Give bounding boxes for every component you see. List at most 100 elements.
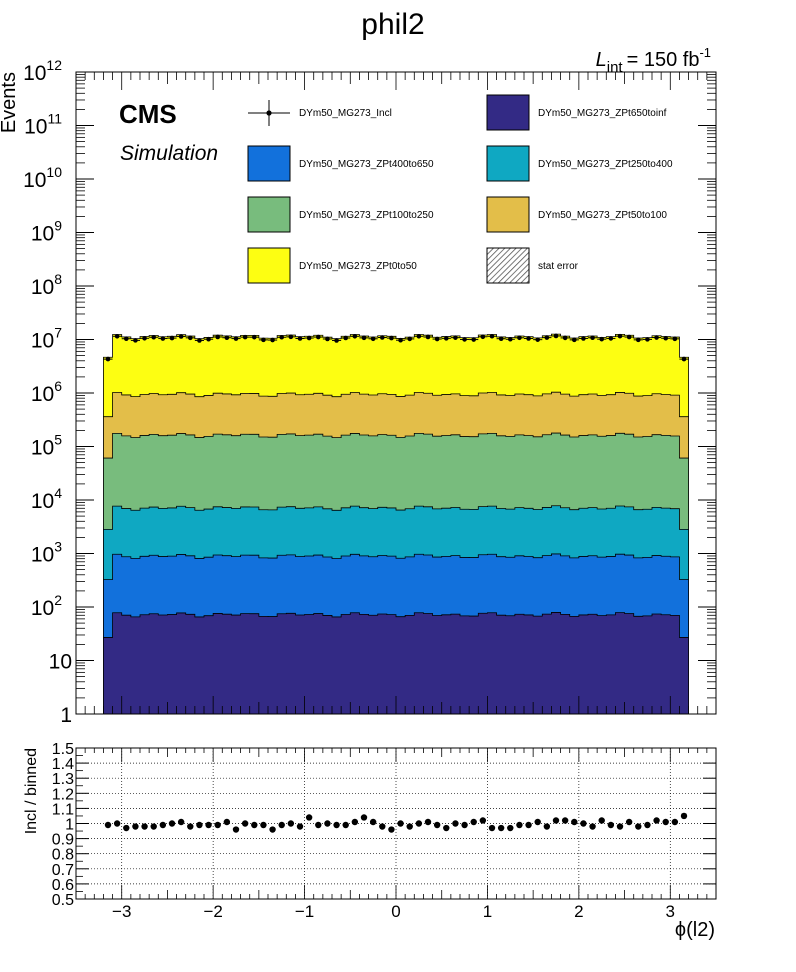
ratio-point xyxy=(360,814,368,821)
ratio-y-tick-label: 1.3 xyxy=(52,771,74,788)
data-point xyxy=(396,337,406,343)
data-point xyxy=(194,338,204,343)
ratio-point xyxy=(452,820,459,827)
ratio-point xyxy=(168,820,176,827)
ratio-y-tick-label: 0.5 xyxy=(52,892,74,909)
ratio-point xyxy=(516,821,523,829)
x-tick-label: 1 xyxy=(483,902,492,921)
y-tick-label: 103 xyxy=(31,539,62,567)
ratio-point xyxy=(159,821,167,829)
legend-color-box xyxy=(486,94,530,131)
ratio-point xyxy=(397,820,404,827)
data-point xyxy=(258,337,268,343)
data-point xyxy=(606,336,616,341)
ratio-point xyxy=(296,823,304,830)
hist-ZPt650toinf xyxy=(103,612,689,715)
data-point xyxy=(588,335,598,341)
y-tick-label: 105 xyxy=(31,432,62,460)
data-point xyxy=(560,335,570,341)
ratio-point xyxy=(113,820,121,827)
data-point xyxy=(652,335,662,340)
data-point xyxy=(249,334,259,340)
data-point xyxy=(423,334,433,340)
ratio-point xyxy=(150,823,157,830)
ratio-point xyxy=(433,821,441,829)
data-point xyxy=(386,335,396,341)
data-point xyxy=(368,336,378,342)
ratio-point xyxy=(625,818,633,826)
ratio-point xyxy=(461,821,468,829)
legend-item: DYm50_MG273_ZPt50to100 xyxy=(486,196,667,233)
ratio-point xyxy=(680,812,688,820)
ratio-point xyxy=(287,820,295,827)
y-tick-label: 104 xyxy=(31,485,62,513)
legend-label: DYm50_MG273_ZPt400to650 xyxy=(299,159,434,170)
data-point xyxy=(103,356,113,362)
ratio-y-tick-label: 0.7 xyxy=(52,862,74,879)
ratio-point xyxy=(406,823,413,830)
data-point xyxy=(268,337,278,343)
data-point xyxy=(524,336,534,341)
ratio-point xyxy=(241,820,249,827)
legend-item: DYm50_MG273_ZPt400to650 xyxy=(247,145,434,182)
x-tick-label: 0 xyxy=(391,902,400,921)
data-point xyxy=(615,333,625,339)
ratio-y-tick-label: 1 xyxy=(65,817,74,834)
y-tick-label: 107 xyxy=(31,325,62,353)
ratio-y-tick-label: 1.5 xyxy=(52,741,74,758)
lumi-value: = 150 fb xyxy=(627,49,700,71)
ratio-point xyxy=(561,817,569,824)
legend-label: DYm50_MG273_ZPt50to100 xyxy=(538,210,667,221)
legend-label: DYm50_MG273_ZPt250to400 xyxy=(538,159,673,170)
ratio-point xyxy=(104,821,112,829)
ratio-point xyxy=(662,818,669,826)
data-point xyxy=(240,334,250,340)
legend-label: stat error xyxy=(538,261,579,272)
y-tick-label: 1010 xyxy=(23,164,62,192)
data-point xyxy=(149,334,159,340)
data-point xyxy=(350,333,360,339)
data-point xyxy=(551,333,561,339)
ratio-point xyxy=(671,818,679,826)
ratio-point xyxy=(141,823,148,830)
ratio-point xyxy=(479,817,487,824)
legend-item: DYm50_MG273_Incl xyxy=(248,100,392,126)
data-point xyxy=(633,337,643,343)
data-point xyxy=(322,336,332,342)
ratio-y-tick-label: 1.2 xyxy=(52,786,74,803)
ratio-point xyxy=(269,826,276,833)
ratio-point xyxy=(552,817,560,824)
ratio-y-tick-label: 1.4 xyxy=(52,756,74,773)
data-point xyxy=(295,336,305,341)
ratio-point xyxy=(132,823,139,830)
x-tick-label: 3 xyxy=(666,902,675,921)
y-tick-label: 1011 xyxy=(24,111,62,139)
legend-marker-dot xyxy=(266,110,272,116)
ratio-point xyxy=(342,821,349,829)
ratio-x-axis: −3 −2 −1 0 1 2 3 xyxy=(75,748,717,921)
ratio-point xyxy=(470,818,477,826)
ratio-point xyxy=(232,826,240,833)
data-point xyxy=(167,335,177,341)
data-point xyxy=(130,338,140,343)
legend-hatch-box xyxy=(486,247,530,284)
x-tick-label: −3 xyxy=(112,902,131,921)
ratio-point xyxy=(443,824,450,832)
data-points-incl xyxy=(103,333,689,362)
data-point xyxy=(414,333,424,339)
data-point xyxy=(679,356,689,362)
data-point xyxy=(405,336,415,342)
y-tick-label: 1 xyxy=(60,704,72,727)
data-point xyxy=(313,334,323,340)
ratio-point xyxy=(580,820,587,827)
legend: DYm50_MG273_Incl DYm50_MG273_ZPt650toinf D… xyxy=(247,94,673,284)
legend-label: DYm50_MG273_Incl xyxy=(299,108,392,119)
data-point xyxy=(222,335,232,341)
ratio-point xyxy=(424,818,432,826)
cms-sublabel: Simulation xyxy=(120,142,218,165)
ratio-point xyxy=(223,818,231,826)
legend-item: DYm50_MG273_ZPt650toinf xyxy=(486,94,667,131)
legend-label: DYm50_MG273_ZPt650toinf xyxy=(538,108,667,119)
data-point xyxy=(642,337,652,342)
legend-color-box xyxy=(247,196,291,233)
